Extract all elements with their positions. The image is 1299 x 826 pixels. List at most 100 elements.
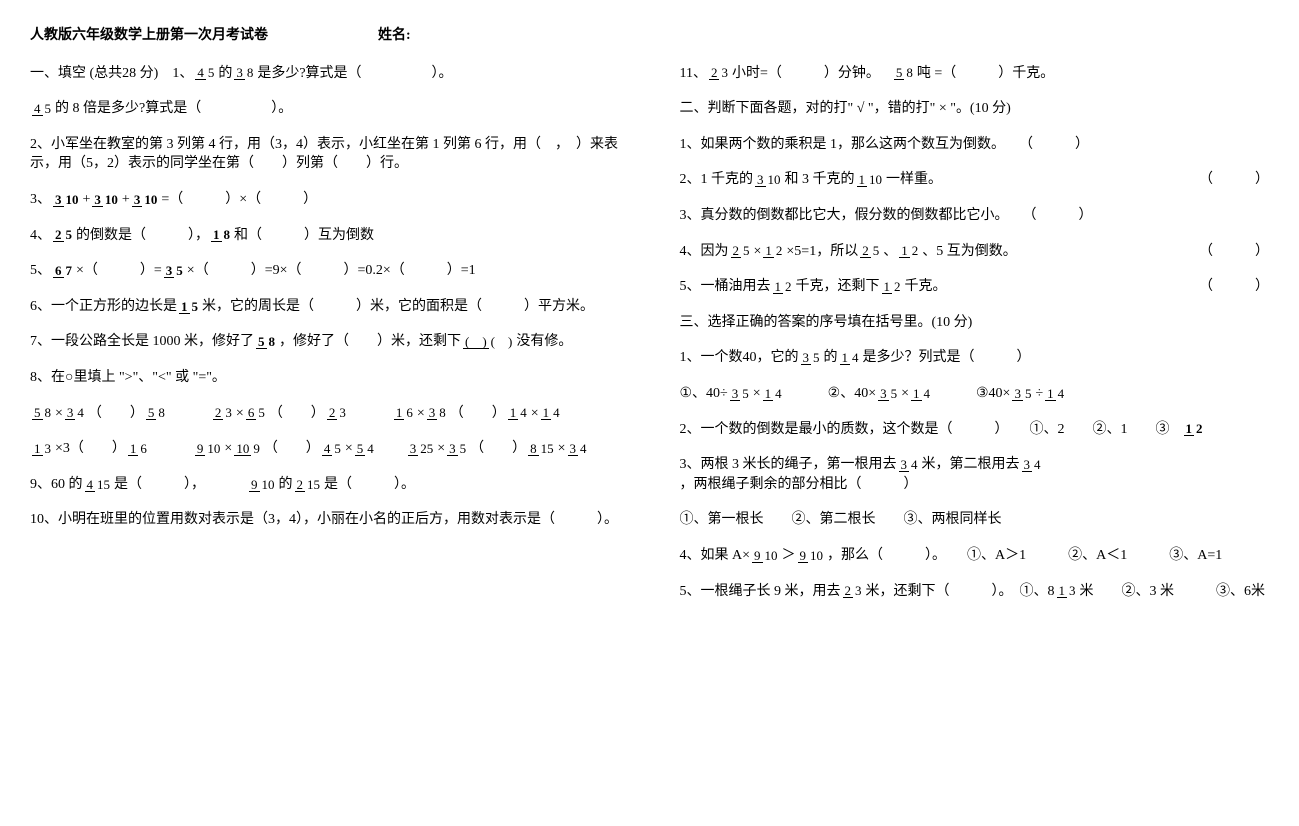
text: 10、小明在班里的位置用数对表示是（3，4），小丽在小名的正后方，用数对表示是（… bbox=[30, 510, 618, 530]
mult: × bbox=[437, 439, 445, 459]
q5: 5、 67 ×（ ）= 35 ×（ ）=9×（ ）=0.2×（ ）=1 bbox=[30, 261, 620, 281]
j1: 1、如果两个数的乘积是 1，那么这两个数互为倒数。 （ ） bbox=[680, 135, 1270, 155]
c1: 1、一个数40，它的 35 的 14 是多少？列式是（ ） bbox=[680, 348, 1270, 368]
fraction: 25 bbox=[860, 244, 881, 258]
fraction: 23 bbox=[843, 584, 864, 598]
name-label: 姓名: bbox=[378, 26, 411, 46]
blank: （ ） bbox=[264, 439, 320, 459]
fraction: 54 bbox=[355, 442, 376, 456]
fraction: 35 bbox=[1012, 387, 1033, 401]
text: 5、 bbox=[30, 261, 51, 281]
fraction: 23 bbox=[327, 406, 348, 420]
mult: × bbox=[345, 439, 353, 459]
left-column: 一、填空 (总共28 分) 1、 45 的 38 是多少?算式是（ ）。 45 … bbox=[30, 64, 620, 618]
fraction: 16 bbox=[128, 442, 149, 456]
text: 11、 bbox=[680, 64, 707, 84]
text: 3、两根 3 米长的绳子，第一根用去 bbox=[680, 455, 897, 475]
text: ×5=1，所以 bbox=[786, 242, 858, 262]
mult: × bbox=[417, 404, 425, 424]
text: ③40× bbox=[976, 384, 1010, 404]
fraction: 18 bbox=[211, 228, 232, 242]
mult: × bbox=[236, 404, 244, 424]
text: 米 ②、3 米 ③、6米 bbox=[1080, 582, 1266, 602]
exam-title: 人教版六年级数学上册第一次月考试卷 bbox=[30, 26, 268, 46]
text: 吨 =（ ）千克。 bbox=[917, 64, 1054, 84]
q11: 11、 23 小时=（ ）分钟。 58 吨 =（ ）千克。 bbox=[680, 64, 1270, 84]
text: ×（ ）=9×（ ）=0.2×（ ）=1 bbox=[187, 261, 476, 281]
text: 的 bbox=[824, 348, 838, 368]
fraction: 110 bbox=[857, 173, 885, 187]
blank: （ ） bbox=[470, 439, 526, 459]
q6: 6、一个正方形的边长是 15 米，它的周长是（ ）米，它的面积是（ ）平方米。 bbox=[30, 297, 620, 317]
q7: 7、一段公路全长是 1000 米，修好了 58 ，修好了（ ）米，还剩下 ( )… bbox=[30, 332, 620, 352]
j5: 5、一桶油用去 12 千克，还剩下 12 千克。 （ ） bbox=[680, 277, 1270, 297]
text: ②、40× bbox=[828, 384, 876, 404]
text: 是多少？列式是（ ） bbox=[863, 348, 1031, 368]
q4: 4、 25 的倒数是（ ）， 18 和（ ）互为倒数 bbox=[30, 226, 620, 246]
text: （ ） bbox=[1199, 170, 1269, 190]
text: 米，还剩下（ ）。 ①、8 bbox=[866, 582, 1055, 602]
text: 一、填空 (总共28 分) 1、 bbox=[30, 64, 193, 84]
c5: 5、一根绳子长 9 米，用去 23 米，还剩下（ ）。 ①、8 13 米 ②、3… bbox=[680, 582, 1270, 602]
text: 1、如果两个数的乘积是 1，那么这两个数互为倒数。 （ ） bbox=[680, 135, 1090, 155]
q2: 2、小军坐在教室的第 3 列第 4 行，用（3，4）表示，小红坐在第 1 列第 … bbox=[30, 135, 620, 174]
fraction: 14 bbox=[1045, 387, 1066, 401]
text: 9、60 的 bbox=[30, 475, 83, 495]
text: 是（ ）。 bbox=[324, 475, 415, 495]
fraction: 34 bbox=[568, 442, 589, 456]
fraction: 35 bbox=[730, 387, 751, 401]
fraction: 310 bbox=[755, 173, 783, 187]
fraction: 14 bbox=[763, 387, 784, 401]
fraction: 38 bbox=[427, 406, 448, 420]
text: ①、40÷ bbox=[680, 384, 728, 404]
div: ÷ bbox=[1035, 384, 1043, 404]
text: ＞ bbox=[782, 546, 796, 566]
text: 的 bbox=[218, 64, 232, 84]
exam-header: 人教版六年级数学上册第一次月考试卷 姓名: bbox=[30, 26, 1269, 46]
text: 的 bbox=[279, 475, 293, 495]
text: 2、1 千克的 bbox=[680, 170, 754, 190]
fraction: 215 bbox=[295, 478, 323, 492]
text: 小时=（ ）分钟。 bbox=[732, 64, 880, 84]
text: 是多少?算式是（ ）。 bbox=[257, 64, 452, 84]
mult: × bbox=[558, 439, 566, 459]
fraction: 35 bbox=[801, 351, 822, 365]
text: 7、一段公路全长是 1000 米，修好了 bbox=[30, 332, 254, 352]
fraction: 310 bbox=[53, 193, 81, 207]
text: ，那么（ ）。 ①、A＞1 ②、A＜1 ③、A=1 bbox=[827, 546, 1222, 566]
fraction: 910 bbox=[752, 549, 780, 563]
text: 8、在○里填上 ">"、"<" 或 "="。 bbox=[30, 368, 226, 388]
text: 二、判断下面各题，对的打" √ "，错的打" × "。(10 分) bbox=[680, 99, 1011, 119]
j2: 2、1 千克的 310 和 3 千克的 110 一样重。 （ ） bbox=[680, 170, 1270, 190]
text: 和（ ）互为倒数 bbox=[234, 226, 374, 246]
q8-row1: 58 × 34 （ ） 58 23 × 65 （ ） 23 16 × 38 （ … bbox=[30, 404, 620, 424]
mult: × bbox=[531, 404, 539, 424]
blank: （ ） bbox=[450, 404, 506, 424]
fraction: 910 bbox=[798, 549, 826, 563]
fraction: ( )( ) bbox=[463, 335, 514, 349]
text: （ ） bbox=[1199, 277, 1269, 297]
fraction: 14 bbox=[911, 387, 932, 401]
fraction: 34 bbox=[65, 406, 86, 420]
fraction: 910 bbox=[195, 442, 223, 456]
fraction: 58 bbox=[894, 66, 915, 80]
text: 4、因为 bbox=[680, 242, 729, 262]
text: ①、第一根长 ②、第二根长 ③、两根同样长 bbox=[680, 510, 1002, 530]
text: 的 8 倍是多少?算式是（ ）。 bbox=[55, 99, 292, 119]
q8-head: 8、在○里填上 ">"、"<" 或 "="。 bbox=[30, 368, 620, 388]
text: 千克，还剩下 bbox=[796, 277, 880, 297]
text: 3、 bbox=[30, 190, 51, 210]
fraction: 58 bbox=[256, 335, 277, 349]
text: 4、如果 A× bbox=[680, 546, 751, 566]
page-columns: 一、填空 (总共28 分) 1、 45 的 38 是多少?算式是（ ）。 45 … bbox=[30, 64, 1269, 618]
text: 一样重。 bbox=[886, 170, 942, 190]
fraction: 14 bbox=[508, 406, 529, 420]
fraction: 58 bbox=[146, 406, 167, 420]
text: 千克。 bbox=[905, 277, 947, 297]
text: 2、一个数的倒数是最小的质数，这个数是（ ） ①、2 ②、1 ③ bbox=[680, 420, 1170, 440]
text: （ ） bbox=[1199, 242, 1269, 262]
text: 和 3 千克的 bbox=[785, 170, 855, 190]
c3-options: ①、第一根长 ②、第二根长 ③、两根同样长 bbox=[680, 510, 1270, 530]
text: 是（ ）， bbox=[114, 475, 205, 495]
text: 5、一根绳子长 9 米，用去 bbox=[680, 582, 841, 602]
